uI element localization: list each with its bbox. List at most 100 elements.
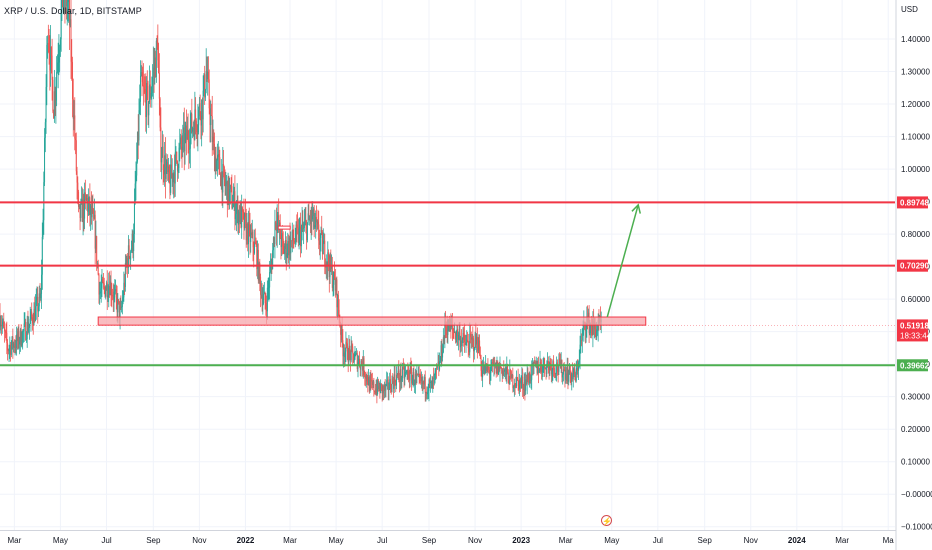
candle-body (513, 387, 515, 389)
candle (254, 229, 256, 255)
candle (454, 331, 456, 344)
candle-body (576, 368, 578, 371)
candle-body (266, 287, 268, 312)
candle (16, 326, 18, 356)
candle-body (426, 392, 428, 395)
candle-body (455, 336, 457, 340)
candle-body (460, 340, 462, 348)
candle (267, 277, 269, 300)
candle-body (81, 198, 83, 202)
candle-body (428, 380, 430, 391)
candle (139, 60, 141, 116)
candle-body (429, 380, 431, 383)
candle (263, 282, 265, 295)
candle-body (517, 377, 519, 381)
candle-body (139, 75, 141, 102)
candle (327, 241, 329, 280)
candle (324, 233, 326, 275)
candle-body (213, 143, 215, 172)
candle-body (249, 224, 251, 243)
candle (87, 194, 89, 223)
candle-body (541, 366, 543, 373)
candle-body (43, 182, 45, 221)
candle-body (118, 299, 120, 302)
candle-body (574, 368, 576, 375)
candle (268, 277, 270, 302)
candle (106, 270, 108, 311)
candle-body (415, 374, 417, 378)
candle-body (377, 380, 379, 390)
candle (340, 321, 342, 348)
candle (261, 283, 263, 312)
candle-body (445, 326, 447, 328)
candle-body (394, 374, 396, 382)
candle-body (300, 230, 302, 247)
candle-body (134, 183, 136, 203)
candle-body (147, 86, 149, 116)
candle-body (293, 240, 295, 242)
candle (426, 386, 428, 400)
candle-body (76, 171, 78, 183)
candle-body (265, 302, 267, 310)
candle-body (83, 199, 85, 219)
candle-body (158, 60, 160, 74)
candle-body (243, 211, 245, 229)
candle-body (479, 354, 481, 359)
candle (321, 215, 323, 236)
candle-body (87, 198, 89, 212)
candle-body (536, 361, 538, 373)
candle (21, 331, 23, 348)
candle-body (333, 271, 335, 285)
candle (521, 367, 523, 389)
candle-body (440, 345, 442, 361)
resistance-zone (97, 316, 647, 326)
candle (53, 109, 55, 119)
candle-body (10, 345, 12, 355)
candle (195, 97, 197, 135)
candle (371, 373, 373, 389)
candle (495, 360, 497, 378)
candle-body (383, 386, 385, 391)
candle-body (101, 279, 103, 289)
candle (476, 333, 478, 353)
candle (286, 243, 288, 265)
candle-body (224, 179, 226, 187)
candle (134, 170, 136, 205)
candle-body (66, 2, 68, 7)
candle (213, 132, 215, 172)
candle (114, 279, 116, 303)
candle (280, 230, 282, 260)
candle-body (186, 129, 188, 140)
candle (248, 207, 250, 237)
candle (350, 336, 352, 363)
candle (430, 374, 432, 393)
candle-body (400, 369, 402, 381)
candle-body (540, 361, 542, 367)
candle-body (497, 362, 499, 375)
candle (576, 360, 578, 375)
candle (355, 348, 357, 356)
candle-body (222, 163, 224, 193)
candle (41, 222, 43, 290)
lightning-icon[interactable]: ⚡ (601, 515, 612, 526)
candle (478, 334, 480, 354)
candle (226, 180, 228, 218)
candle-body (531, 363, 533, 365)
candle-body (460, 340, 462, 347)
candle-body (289, 237, 291, 254)
candle (578, 360, 580, 380)
candle (186, 109, 188, 156)
candle (10, 341, 12, 362)
candle-body (189, 128, 191, 149)
candle-body (364, 374, 366, 377)
candle (196, 124, 198, 147)
candle-body (176, 161, 178, 172)
x-tick-label: Jul (377, 536, 387, 545)
candle-body (157, 43, 159, 61)
candle-body (328, 252, 330, 266)
candle-body (61, 0, 63, 11)
candle (44, 118, 46, 153)
candle (544, 357, 546, 377)
